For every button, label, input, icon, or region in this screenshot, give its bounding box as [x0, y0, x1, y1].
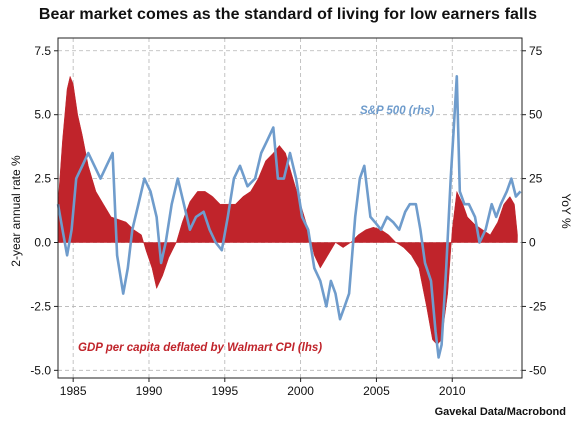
left-tick-label: 5.0: [34, 108, 51, 122]
left-tick-label: 7.5: [34, 44, 51, 58]
chart-title: Bear market comes as the standard of liv…: [38, 6, 538, 23]
right-tick-label: 75: [529, 44, 543, 58]
right-tick-label: -50: [529, 363, 547, 377]
left-tick-label: 0.0: [34, 236, 51, 250]
x-tick-label: 2005: [363, 384, 390, 398]
left-tick-label: -5.0: [30, 363, 51, 377]
right-tick-label: 25: [529, 172, 543, 186]
x-tick-label: 1990: [136, 384, 163, 398]
right-tick-label: 50: [529, 108, 543, 122]
x-tick-label: 2010: [439, 384, 466, 398]
gdp-annotation: GDP per capita deflated by Walmart CPI (…: [78, 342, 322, 354]
right-axis: 75 50 25 0 -25 -50: [522, 44, 547, 377]
x-tick-label: 1985: [60, 384, 87, 398]
x-axis: 1985 1990 1995 2000 2005 2010: [60, 378, 466, 398]
right-axis-label: YoY %: [559, 193, 573, 229]
x-tick-label: 2000: [287, 384, 314, 398]
sp500-annotation: S&P 500 (rhs): [360, 105, 435, 117]
left-axis: 7.5 5.0 2.5 0.0 -2.5 -5.0: [30, 44, 58, 377]
sp500-line-path: [56, 75, 522, 359]
plot-frame: [57, 37, 523, 379]
gdp-area-series: [57, 75, 518, 346]
sp500-line-series: [56, 75, 522, 359]
right-tick-label: -25: [529, 299, 547, 313]
right-tick-label: 0: [529, 236, 536, 250]
source-label: Gavekal Data/Macrobond: [434, 406, 566, 418]
gdp-area-path: [57, 75, 518, 346]
left-axis-label: 2-year annual rate %: [9, 155, 23, 267]
plot-border: [57, 37, 523, 379]
left-tick-label: 2.5: [34, 172, 51, 186]
left-tick-label: -2.5: [30, 299, 51, 313]
x-tick-label: 1995: [211, 384, 238, 398]
